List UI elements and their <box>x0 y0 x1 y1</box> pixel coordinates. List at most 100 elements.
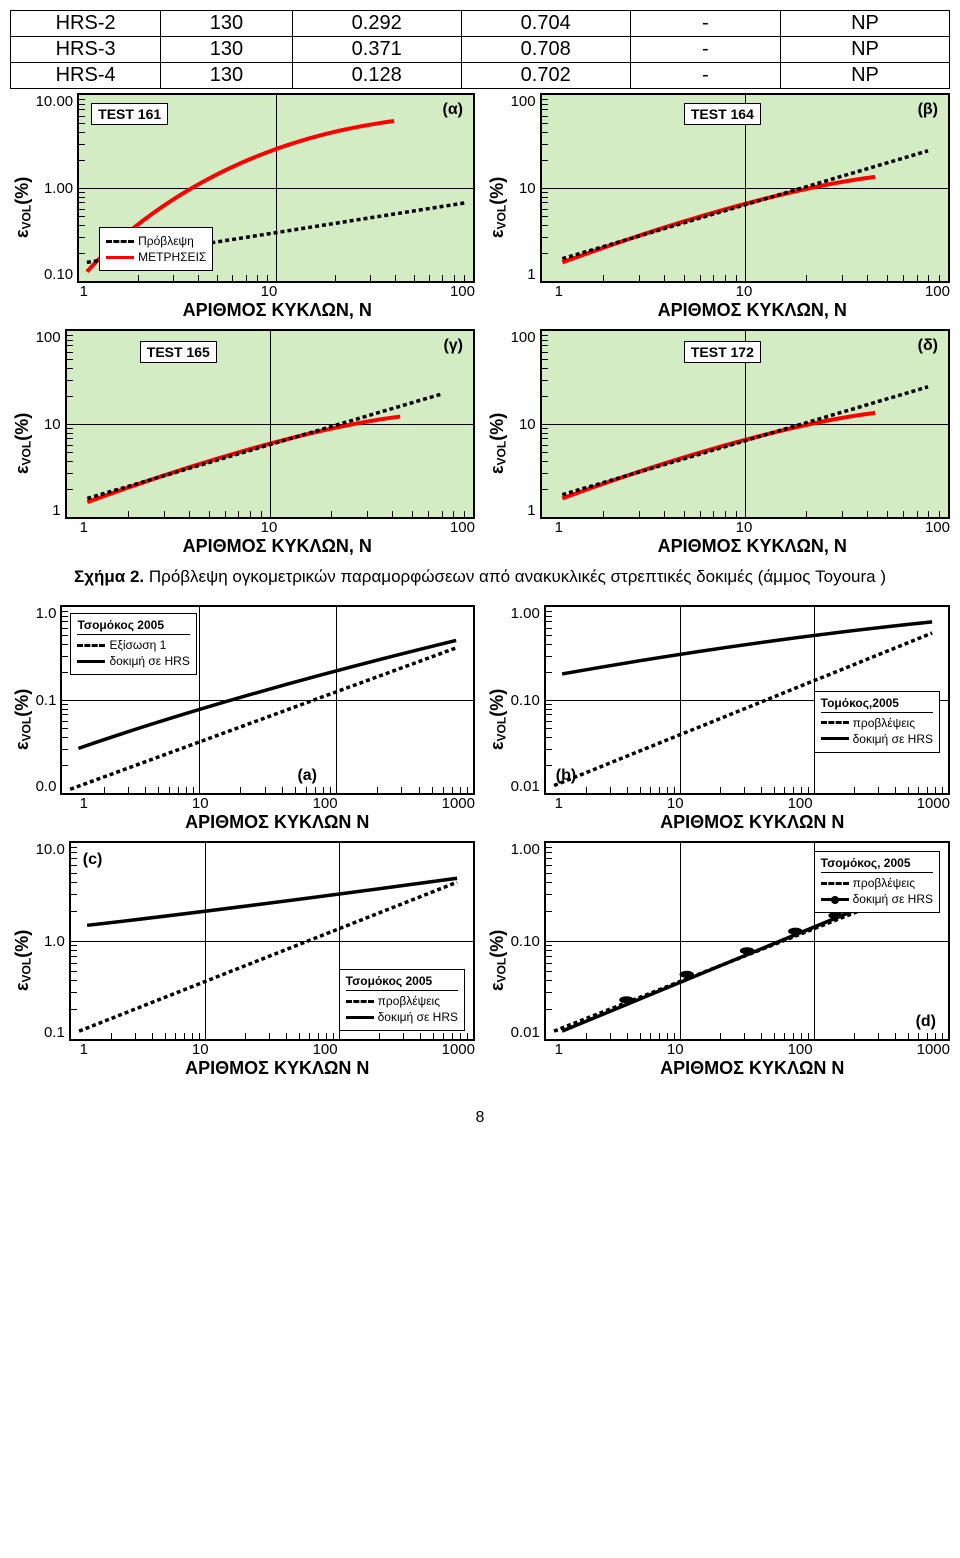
subplot-label: (β) <box>918 101 938 119</box>
table-cell: HRS-2 <box>11 11 161 37</box>
y-axis-label: εVOL(%) <box>485 605 511 833</box>
x-tick-label: 10 <box>736 519 753 536</box>
y-tick-label: 0.10 <box>44 266 73 283</box>
x-tick-label: 10 <box>192 795 209 812</box>
legend: ΠρόβλεψηΜΕΤΡΗΣΕΙΣ <box>99 227 213 271</box>
y-tick-label: 1.00 <box>44 180 73 197</box>
y-tick-label: 1.00 <box>511 605 540 622</box>
y-tick-label: 100 <box>36 329 61 346</box>
x-axis-label: ΑΡΙΘΜΟΣ ΚΥΚΛΩΝ N <box>80 1058 475 1079</box>
x-tick-label: 1 <box>555 795 563 812</box>
x-tick-label: 1 <box>80 795 88 812</box>
chart-plot: (c) Τσομόκος 2005προβλέψειςδοκιμή σε HRS <box>69 841 475 1041</box>
table-cell: - <box>630 11 780 37</box>
table-cell: 0.702 <box>461 63 630 89</box>
table-cell: 0.292 <box>292 11 461 37</box>
table-cell: 0.128 <box>292 63 461 89</box>
y-axis-label: εVOL(%) <box>10 329 36 557</box>
data-table: HRS-21300.2920.704-NP HRS-31300.3710.708-… <box>10 10 950 89</box>
table-cell: HRS-3 <box>11 37 161 63</box>
legend: Τομόκος,2005προβλέψειςδοκιμή σε HRS <box>814 691 940 753</box>
table-cell: NP <box>780 11 949 37</box>
x-tick-label: 1000 <box>917 1041 950 1058</box>
y-axis-label: εVOL(%) <box>485 93 511 321</box>
y-tick-label: 10 <box>519 180 536 197</box>
test-label: TEST 172 <box>684 341 761 363</box>
test-label: TEST 161 <box>91 103 168 125</box>
table-cell: 130 <box>161 63 292 89</box>
x-tick-label: 10 <box>667 1041 684 1058</box>
test-label: TEST 165 <box>140 341 217 363</box>
x-tick-label: 100 <box>450 283 475 300</box>
y-tick-label: 10.0 <box>36 841 65 858</box>
x-tick-label: 1000 <box>917 795 950 812</box>
test-label: TEST 164 <box>684 103 761 125</box>
y-axis-label: εVOL(%) <box>485 841 511 1079</box>
legend: Τσομόκος 2005προβλέψειςδοκιμή σε HRS <box>339 969 465 1031</box>
x-axis-label: ΑΡΙΘΜΟΣ ΚΥΚΛΩΝ N <box>80 812 475 833</box>
figure-caption: Σχήμα 2. Πρόβλεψη ογκομετρικών παραμορφώ… <box>40 567 920 587</box>
y-tick-label: 0.1 <box>44 1024 65 1041</box>
y-tick-label: 1 <box>527 266 535 283</box>
table-cell: 0.708 <box>461 37 630 63</box>
subplot-label: (α) <box>443 101 464 119</box>
page-number: 8 <box>10 1109 950 1127</box>
x-tick-label: 10 <box>667 795 684 812</box>
y-tick-label: 0.01 <box>511 778 540 795</box>
x-tick-label: 10 <box>192 1041 209 1058</box>
y-tick-label: 100 <box>511 329 536 346</box>
table-cell: NP <box>780 63 949 89</box>
chart-plot: TEST 164 (β) <box>540 93 950 283</box>
x-axis-label: ΑΡΙΘΜΟΣ ΚΥΚΛΩΝ, N <box>555 536 950 557</box>
subplot-label: (c) <box>83 851 103 869</box>
legend: Τσομόκος, 2005προβλέψειςδοκιμή σε HRS <box>814 851 940 913</box>
x-tick-label: 100 <box>925 519 950 536</box>
subplot-label: (γ) <box>443 337 463 355</box>
chart-plot: (a) Τσομόκος 2005Εξίσωση 1δοκιμή σε HRS <box>60 605 475 795</box>
y-tick-label: 1.00 <box>511 841 540 858</box>
y-tick-label: 0.0 <box>36 778 57 795</box>
y-tick-label: 10.00 <box>36 93 74 110</box>
table-cell: - <box>630 37 780 63</box>
y-axis-label: εVOL(%) <box>10 605 36 833</box>
x-tick-label: 1 <box>555 283 563 300</box>
x-tick-label: 100 <box>925 283 950 300</box>
y-tick-label: 0.10 <box>511 692 540 709</box>
x-tick-label: 1 <box>80 283 88 300</box>
y-tick-label: 1 <box>52 502 60 519</box>
y-tick-label: 1.0 <box>36 605 57 622</box>
y-tick-label: 0.1 <box>36 692 57 709</box>
x-axis-label: ΑΡΙΘΜΟΣ ΚΥΚΛΩΝ, N <box>80 300 475 321</box>
x-tick-label: 100 <box>313 1041 338 1058</box>
chart-plot: TEST 172(δ) <box>540 329 950 519</box>
x-tick-label: 1 <box>80 519 88 536</box>
y-axis-label: εVOL(%) <box>10 93 36 321</box>
legend: Τσομόκος 2005Εξίσωση 1δοκιμή σε HRS <box>70 613 196 675</box>
table-cell: 0.371 <box>292 37 461 63</box>
x-axis-label: ΑΡΙΘΜΟΣ ΚΥΚΛΩΝ N <box>555 1058 950 1079</box>
x-tick-label: 10 <box>736 283 753 300</box>
y-tick-label: 0.01 <box>511 1024 540 1041</box>
chart-plot: (d) Τσομόκος, 2005προβλέψειςδοκιμή σε HRS <box>544 841 950 1041</box>
table-cell: NP <box>780 37 949 63</box>
x-tick-label: 100 <box>788 795 813 812</box>
x-axis-label: ΑΡΙΘΜΟΣ ΚΥΚΛΩΝ, N <box>80 536 475 557</box>
table-cell: HRS-4 <box>11 63 161 89</box>
x-tick-label: 10 <box>261 519 278 536</box>
table-cell: 130 <box>161 37 292 63</box>
y-tick-label: 100 <box>511 93 536 110</box>
x-tick-label: 100 <box>788 1041 813 1058</box>
y-axis-label: εVOL(%) <box>485 329 511 557</box>
subplot-label: (a) <box>297 767 317 785</box>
y-tick-label: 1.0 <box>44 933 65 950</box>
table-cell: - <box>630 63 780 89</box>
x-tick-label: 1 <box>80 1041 88 1058</box>
table-cell: 0.704 <box>461 11 630 37</box>
chart-plot: (b) Τομόκος,2005προβλέψειςδοκιμή σε HRS <box>544 605 950 795</box>
subplot-label: (b) <box>556 767 576 785</box>
x-tick-label: 1000 <box>442 795 475 812</box>
x-tick-label: 100 <box>450 519 475 536</box>
y-tick-label: 10 <box>519 416 536 433</box>
x-axis-label: ΑΡΙΘΜΟΣ ΚΥΚΛΩΝ N <box>555 812 950 833</box>
subplot-label: (d) <box>916 1013 936 1031</box>
